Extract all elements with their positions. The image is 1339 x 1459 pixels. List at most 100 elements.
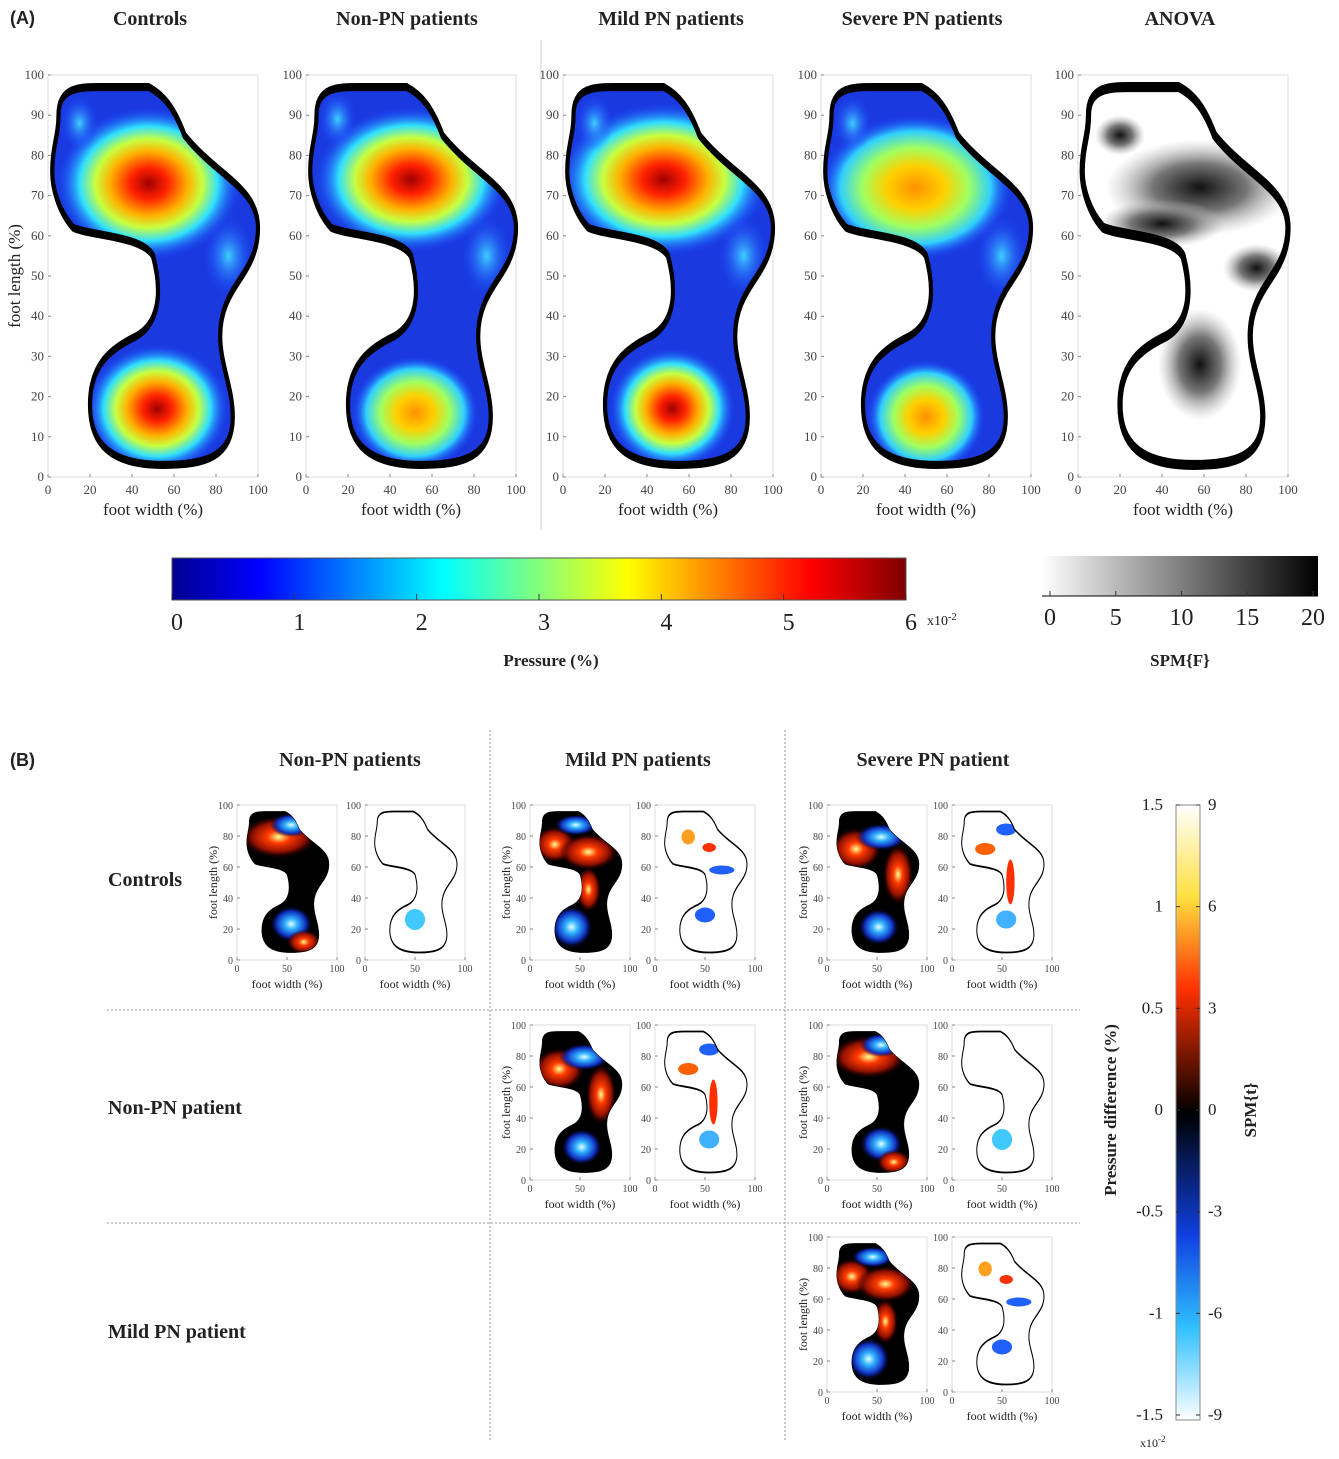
y-axis-label: foot length (%): [499, 1066, 513, 1139]
panel-label: (B): [10, 750, 35, 770]
x-tick-label: 100: [1045, 1184, 1060, 1195]
x-tick-label: 20: [1114, 482, 1127, 497]
y-axis-label: foot length (%): [499, 846, 513, 919]
x-tick-label: 20: [599, 482, 612, 497]
foot-map: [1078, 75, 1294, 477]
pressure-region: [550, 906, 593, 948]
column-title: Controls: [113, 8, 187, 30]
y-tick-label: 20: [804, 389, 817, 404]
y-tick-label: 40: [813, 1326, 823, 1337]
foot-fill: [836, 811, 919, 953]
x-tick-label: 50: [872, 1184, 882, 1195]
x-tick-label: 60: [1198, 482, 1211, 497]
y-tick-label: 50: [31, 268, 44, 283]
pressure-region: [699, 1043, 720, 1056]
y-tick-label: 0: [646, 956, 651, 967]
foot-map: [245, 810, 330, 954]
y-tick-label: 100: [933, 801, 948, 812]
y-tick-label: 100: [1055, 67, 1075, 82]
y-tick-label: 60: [289, 228, 302, 243]
foot-map: [559, 75, 773, 477]
y-tick-label: 10: [804, 429, 817, 444]
y-tick-label: 60: [938, 1295, 948, 1306]
y-tick-label: 40: [223, 894, 233, 905]
multiplier-exponent: -2: [948, 612, 957, 623]
y-tick-label: 80: [804, 147, 817, 162]
y-tick-label: 100: [283, 67, 303, 82]
y-tick-label: 0: [228, 956, 233, 967]
y-tick-label: 100: [346, 801, 361, 812]
x-tick-label: 100: [248, 482, 268, 497]
colorbar-tick-label: 5: [1110, 605, 1122, 631]
pressure-region: [554, 814, 597, 836]
x-tick-label: 0: [235, 964, 240, 975]
y-tick-label: 20: [31, 389, 44, 404]
y-tick-label: 40: [516, 1114, 526, 1125]
x-axis-label: foot width (%): [361, 500, 461, 519]
y-tick-label: 70: [804, 188, 817, 203]
x-axis-label: foot width (%): [252, 977, 323, 991]
y-tick-label: 10: [289, 429, 302, 444]
colorbar-tick-label: 1: [1155, 897, 1164, 916]
pressure-region: [575, 867, 601, 912]
multiplier: x10-2: [1140, 1434, 1166, 1450]
pressure-region: [709, 1079, 718, 1125]
foot-fill: [961, 1243, 1044, 1385]
y-tick-label: 100: [511, 801, 526, 812]
y-tick-label: 80: [516, 1052, 526, 1063]
row-label: Controls: [108, 869, 182, 891]
x-tick-label: 40: [1156, 482, 1169, 497]
colorbar-tick-label: 6: [905, 610, 917, 636]
y-tick-label: 90: [1061, 107, 1074, 122]
x-tick-label: 80: [725, 482, 738, 497]
pressure-region: [203, 215, 254, 297]
y-tick-label: 20: [641, 1145, 651, 1156]
y-tick-label: 20: [1061, 389, 1074, 404]
x-tick-label: 100: [748, 964, 763, 975]
y-tick-label: 70: [1061, 188, 1074, 203]
colorbar-tick-label: 1.5: [1142, 795, 1163, 814]
y-tick-label: 20: [516, 925, 526, 936]
y-tick-label: 10: [31, 429, 44, 444]
colorbar-tick-label: 4: [660, 610, 672, 636]
y-tick-label: 100: [636, 1021, 651, 1032]
y-tick-label: 100: [540, 67, 560, 82]
pressure-region: [352, 356, 479, 465]
y-tick-label: 60: [938, 863, 948, 874]
colorbar-tick-label: 15: [1235, 605, 1259, 631]
x-tick-label: 80: [468, 482, 481, 497]
y-tick-label: 70: [31, 188, 44, 203]
y-tick-label: 40: [351, 894, 361, 905]
y-tick-label: 40: [938, 894, 948, 905]
y-tick-label: 50: [289, 268, 302, 283]
y-tick-label: 20: [223, 925, 233, 936]
colorbar-tick-label: -6: [1208, 1303, 1222, 1322]
y-tick-label: 40: [516, 894, 526, 905]
y-tick-label: 20: [813, 925, 823, 936]
colorbar-label: Pressure difference (%): [1101, 1024, 1120, 1196]
y-tick-label: 0: [553, 469, 560, 484]
x-tick-label: 100: [1045, 964, 1060, 975]
x-tick-label: 40: [384, 482, 397, 497]
pressure-region: [867, 360, 985, 465]
y-tick-label: 90: [31, 107, 44, 122]
pressure-region: [404, 909, 426, 930]
colorbar-tick-label: -1.5: [1136, 1405, 1163, 1424]
y-tick-label: 20: [516, 1145, 526, 1156]
y-tick-label: 80: [351, 832, 361, 843]
y-tick-label: 0: [943, 1176, 948, 1187]
y-tick-label: 20: [938, 1357, 948, 1368]
x-tick-label: 0: [45, 482, 52, 497]
foot-map: [819, 75, 1031, 477]
foot-background: [961, 1243, 1044, 1385]
column-title: Severe PN patient: [857, 749, 1010, 771]
pressure-region: [709, 865, 735, 875]
foot-fill: [374, 811, 457, 953]
pressure-region: [561, 1129, 602, 1165]
foot-fill: [961, 1031, 1044, 1173]
y-tick-label: 40: [938, 1114, 948, 1125]
x-axis-label: foot width (%): [545, 977, 616, 991]
x-tick-label: 100: [623, 1184, 638, 1195]
pressure-region: [991, 1129, 1013, 1150]
